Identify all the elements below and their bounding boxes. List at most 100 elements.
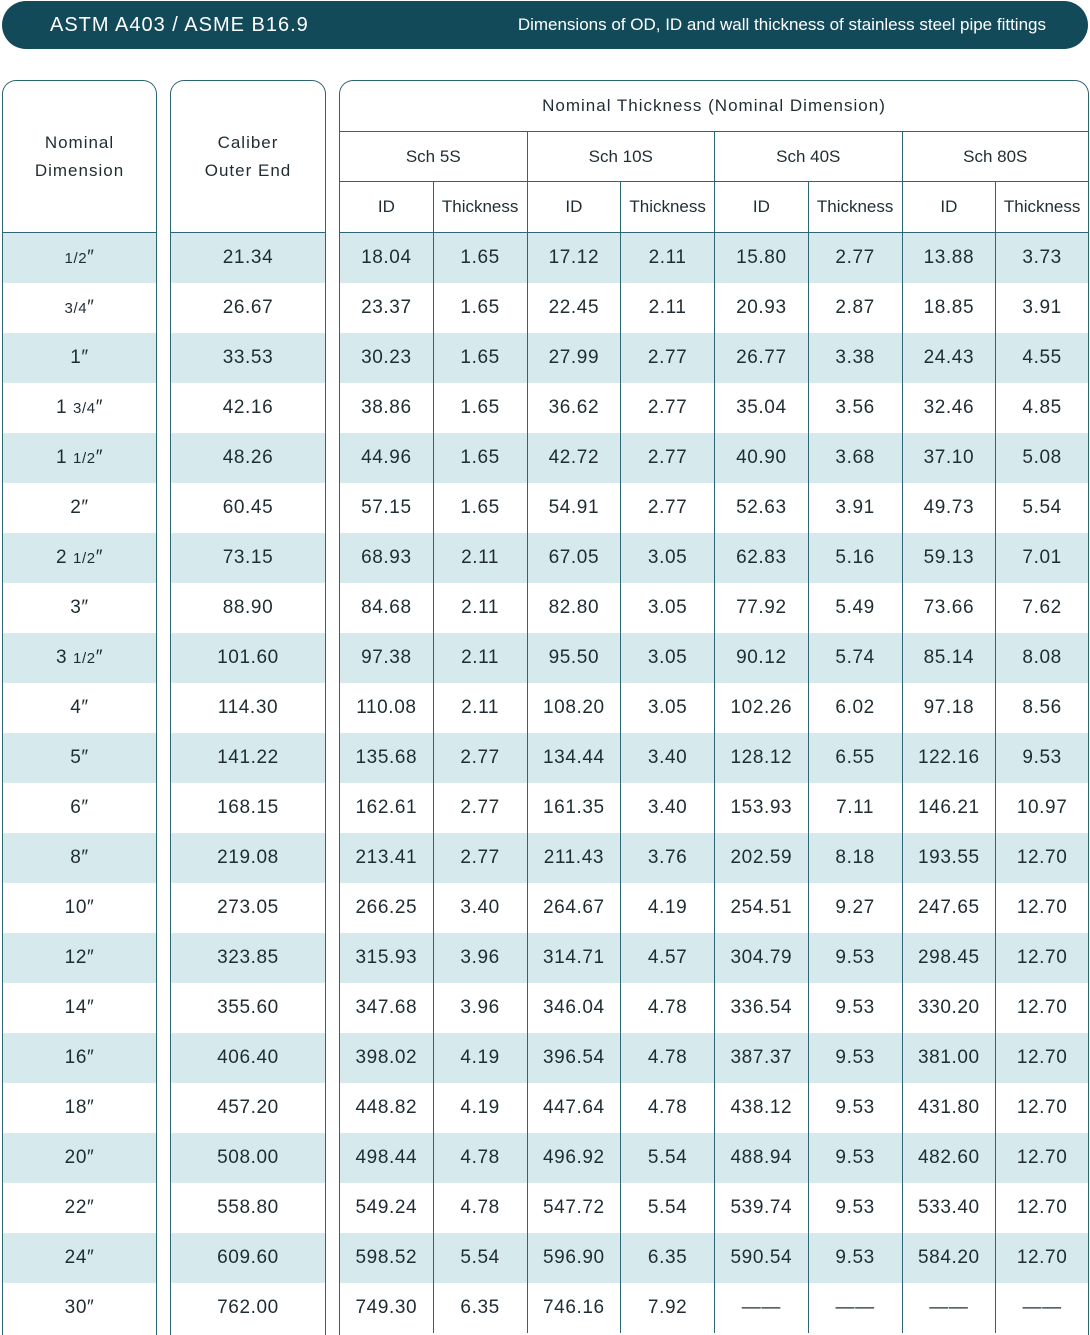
inch-mark: ″ (81, 697, 89, 718)
inch-mark: ″ (95, 647, 104, 668)
size-whole: 24 (64, 1247, 87, 1268)
outer-diameter-cell: 355.60 (217, 997, 279, 1018)
thickness-cell: 2.77 (432, 783, 527, 833)
id-cell: 598.52 (355, 1247, 418, 1268)
id-cell: 84.68 (361, 597, 412, 618)
thickness-cell: 3.40 (432, 883, 527, 933)
id-cell: 20.93 (714, 283, 808, 333)
thickness-cell: 2.77 (432, 733, 527, 783)
id-cell: 533.40 (901, 1183, 996, 1233)
inch-mark: ″ (87, 1047, 95, 1068)
table-row: 347.68 3.96 346.04 4.78 336.54 9.53 330.20 12.7… (340, 983, 1088, 1033)
id-cell: 67.05 (526, 533, 621, 583)
id-cell: 26.77 (714, 333, 808, 383)
table-row: 18.04 1.65 17.12 2.11 15.80 2.77 13.88 3.73 (340, 233, 1088, 283)
thickness-cell: 9.53 (807, 1233, 902, 1283)
id-cell: 298.45 (901, 933, 996, 983)
id-cell: 57.15 (361, 497, 412, 518)
nominal-dimension-cell: 1/2 ″ (3, 233, 156, 283)
thickness-cell: 5.54 (432, 1233, 527, 1283)
table-row: 398.02 4.19 396.54 4.78 387.37 9.53 381.00 12.7… (340, 1033, 1088, 1083)
caliber-panel: Caliber Outer End 21.34 26.67 33.53 42.16 48… (170, 80, 326, 1335)
thickness-cell: 1.65 (432, 433, 527, 483)
table-row: 213.41 2.77 211.43 3.76 202.59 8.18 193.55 12.7… (340, 833, 1088, 883)
size-fraction: 1/2 (73, 449, 96, 467)
thickness-cell: 5.49 (807, 583, 902, 633)
thickness-cell: 9.53 (807, 1083, 902, 1133)
sub-header: ID (526, 182, 621, 232)
nominal-dimension-cell: 8 ″ (3, 833, 156, 883)
id-cell: 97.18 (901, 683, 996, 733)
id-cell: 32.46 (901, 383, 996, 433)
id-cell: 398.02 (355, 1047, 418, 1068)
id-cell: 330.20 (901, 983, 996, 1033)
id-cell: 18.85 (901, 283, 996, 333)
id-cell: 110.08 (356, 697, 417, 718)
thickness-cell: 3.40 (620, 733, 714, 783)
thickness-cell: 5.54 (620, 1183, 714, 1233)
id-cell: 482.60 (901, 1133, 996, 1183)
size-whole: 14 (64, 997, 87, 1018)
id-cell: 153.93 (714, 783, 808, 833)
thickness-cell: 3.40 (620, 783, 714, 833)
thickness-table-body: 18.04 1.65 17.12 2.11 15.80 2.77 13.88 3.73 23.3… (340, 233, 1088, 1333)
id-cell: 40.90 (714, 433, 808, 483)
id-cell: 15.80 (714, 233, 808, 283)
thickness-cell: 2.11 (432, 633, 527, 683)
size-whole: 1 (70, 347, 82, 368)
thickness-cell: 1.65 (432, 483, 527, 533)
size-whole: 3 (70, 597, 82, 618)
schedule-header: Sch 80S (901, 132, 1089, 181)
thickness-cell: 4.55 (995, 333, 1088, 383)
id-cell: 193.55 (901, 833, 996, 883)
thickness-cell: 3.73 (995, 233, 1088, 283)
id-cell: 146.21 (901, 783, 996, 833)
id-cell: 23.37 (361, 297, 412, 318)
size-fraction: 3/4 (64, 299, 88, 317)
table-row: 162.61 2.77 161.35 3.40 153.93 7.11 146.21 10.9… (340, 783, 1088, 833)
nominal-dimension-cell: 3 ″ (3, 583, 156, 633)
id-cell: —— (714, 1283, 808, 1333)
thickness-cell: 1.65 (432, 283, 527, 333)
size-whole: 8 (70, 847, 82, 868)
thickness-cell: 1.65 (432, 383, 527, 433)
outer-diameter-cell: 762.00 (217, 1297, 279, 1318)
size-whole: 20 (64, 1147, 87, 1168)
thickness-cell: 10.97 (995, 783, 1088, 833)
outer-diameter-cell: 114.30 (217, 697, 279, 718)
id-cell: 447.64 (526, 1083, 621, 1133)
size-whole: 10 (64, 897, 87, 918)
id-cell: 488.94 (714, 1133, 808, 1183)
id-cell: 42.72 (526, 433, 621, 483)
thickness-cell: 4.57 (620, 933, 714, 983)
table-row: 68.93 2.11 67.05 3.05 62.83 5.16 59.13 7.01 (340, 533, 1088, 583)
thickness-cell: 7.01 (995, 533, 1088, 583)
size-whole: 1 (55, 447, 68, 468)
inch-mark: ″ (87, 297, 95, 318)
thickness-cell: 1.65 (432, 333, 527, 383)
nominal-dimension-cell: 16 ″ (3, 1033, 156, 1083)
thickness-cell: 9.53 (807, 1133, 902, 1183)
thickness-cell: 7.11 (807, 783, 902, 833)
sub-header: Thickness (620, 182, 714, 232)
id-cell: 37.10 (901, 433, 996, 483)
id-cell: 254.51 (714, 883, 808, 933)
id-cell: 44.96 (361, 447, 412, 468)
inch-mark: ″ (81, 347, 89, 368)
table-row: 110.08 2.11 108.20 3.05 102.26 6.02 97.18 8.56 (340, 683, 1088, 733)
thickness-cell: 6.35 (432, 1283, 527, 1333)
outer-diameter-cell: 88.90 (222, 597, 274, 618)
nominal-dimension-header: Nominal Dimension (3, 81, 156, 233)
thickness-cell: 12.70 (995, 983, 1088, 1033)
id-cell: 304.79 (714, 933, 808, 983)
id-cell: 24.43 (901, 333, 996, 383)
title-banner: ASTM A403 / ASME B16.9 Dimensions of OD,… (2, 1, 1088, 49)
thickness-cell: 12.70 (995, 1233, 1088, 1283)
id-cell: 17.12 (526, 233, 621, 283)
thickness-cell: 4.19 (432, 1083, 527, 1133)
id-cell: 134.44 (526, 733, 621, 783)
id-cell: 73.66 (901, 583, 996, 633)
thickness-cell: 9.27 (807, 883, 902, 933)
thickness-cell: 2.77 (620, 383, 714, 433)
inch-mark: ″ (81, 847, 89, 868)
